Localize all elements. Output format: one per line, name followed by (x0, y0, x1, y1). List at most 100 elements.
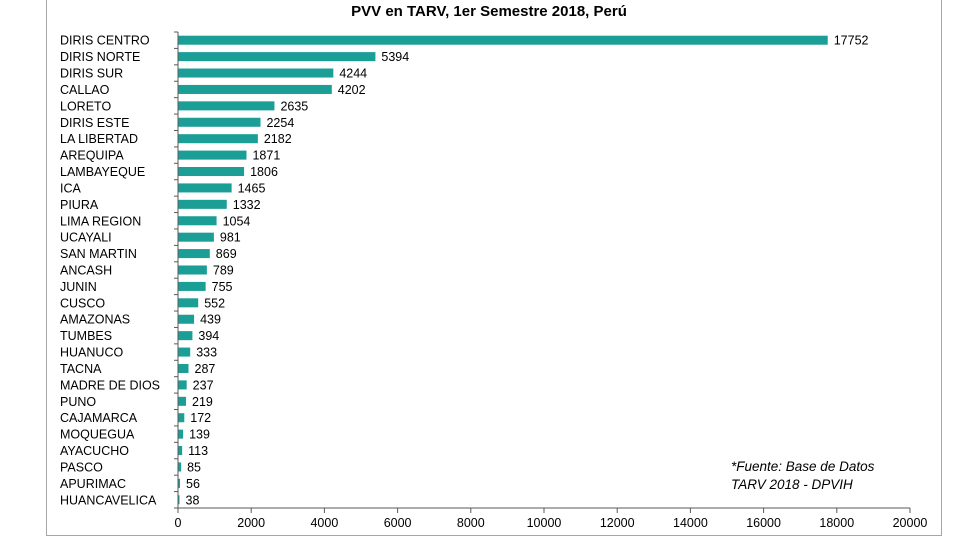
chart-frame (46, 0, 942, 536)
value-label-amazonas: 439 (200, 313, 221, 327)
value-label-moquegua: 139 (189, 428, 210, 442)
category-label-lima-region: LIMA REGION (60, 214, 141, 228)
bar-moquegua (178, 429, 184, 439)
category-label-lambayeque: LAMBAYEQUE (60, 165, 145, 179)
bar-huanuco (178, 347, 191, 357)
category-label-apurimac: APURIMAC (60, 477, 126, 491)
value-label-pasco: 85 (187, 460, 201, 474)
category-label-diris-este: DIRIS ESTE (60, 116, 129, 130)
category-label-pasco: PASCO (60, 460, 103, 474)
category-label-la-libertad: LA LIBERTAD (60, 132, 138, 146)
bar-pasco (178, 462, 182, 472)
category-label-arequipa: AREQUIPA (60, 149, 124, 163)
value-label-ayacucho: 113 (188, 444, 208, 458)
bar-ancash (178, 265, 207, 275)
value-label-loreto: 2635 (280, 99, 308, 113)
value-label-ancash: 789 (213, 264, 234, 278)
category-label-amazonas: AMAZONAS (60, 313, 130, 327)
category-label-diris-sur: DIRIS SUR (60, 67, 123, 81)
category-label-ayacucho: AYACUCHO (60, 444, 129, 458)
category-label-madre-de-dios: MADRE DE DIOS (60, 378, 160, 392)
bar-arequipa (178, 150, 247, 160)
value-label-junin: 755 (212, 280, 233, 294)
value-label-callao: 4202 (338, 83, 366, 97)
bars-layer: DIRIS CENTRO 17752 DIRIS NORTE 5394 DIRIS SU… (60, 34, 869, 508)
category-label-diris-norte: DIRIS NORTE (60, 50, 140, 64)
category-label-tumbes: TUMBES (60, 329, 112, 343)
bar-huancavelica (178, 495, 180, 505)
category-label-tacna: TACNA (60, 362, 102, 376)
category-label-huancavelica: HUANCAVELICA (60, 493, 157, 507)
bar-apurimac (178, 478, 181, 488)
category-label-moquegua: MOQUEGUA (60, 428, 135, 442)
x-tick-label-20000: 20000 (893, 516, 928, 530)
value-label-la-libertad: 2182 (264, 132, 292, 146)
value-label-cusco: 552 (204, 296, 225, 310)
value-label-tumbes: 394 (198, 329, 219, 343)
bar-puno (178, 396, 187, 406)
bar-amazonas (178, 314, 195, 324)
bar-junin (178, 281, 206, 291)
bar-tumbes (178, 331, 193, 341)
bar-ica (178, 183, 232, 193)
category-label-junin: JUNIN (60, 280, 97, 294)
bar-loreto (178, 101, 275, 111)
value-label-diris-este: 2254 (266, 116, 294, 130)
value-label-apurimac: 56 (186, 477, 200, 491)
category-label-diris-centro: DIRIS CENTRO (60, 34, 150, 48)
category-label-ancash: ANCASH (60, 264, 112, 278)
category-label-huanuco: HUANUCO (60, 346, 123, 360)
bar-ucayali (178, 232, 214, 242)
value-label-madre-de-dios: 237 (193, 378, 214, 392)
value-label-puno: 219 (192, 395, 213, 409)
category-label-cajamarca: CAJAMARCA (60, 411, 138, 425)
x-tick-label-10000: 10000 (527, 516, 562, 530)
value-label-tacna: 287 (195, 362, 216, 376)
value-label-ucayali: 981 (220, 231, 241, 245)
bar-diris-norte (178, 52, 376, 62)
source-note: *Fuente: Base de Datos TARV 2018 - DPVIH (731, 458, 931, 494)
bar-tacna (178, 363, 189, 373)
category-label-ica: ICA (60, 181, 82, 195)
x-tick-label-8000: 8000 (457, 516, 485, 530)
bar-piura (178, 199, 227, 209)
category-label-ucayali: UCAYALI (60, 231, 112, 245)
category-label-san-martin: SAN MARTIN (60, 247, 137, 261)
value-label-ica: 1465 (238, 181, 266, 195)
x-tick-label-14000: 14000 (673, 516, 708, 530)
x-tick-label-12000: 12000 (600, 516, 635, 530)
value-label-lima-region: 1054 (223, 214, 251, 228)
bar-callao (178, 84, 332, 94)
value-label-arequipa: 1871 (252, 149, 280, 163)
bar-cusco (178, 298, 199, 308)
x-tick-label-16000: 16000 (746, 516, 781, 530)
x-tick-label-6000: 6000 (384, 516, 412, 530)
category-label-cusco: CUSCO (60, 296, 105, 310)
x-tick-label-0: 0 (175, 516, 182, 530)
value-label-lambayeque: 1806 (250, 165, 278, 179)
bar-madre-de-dios (178, 380, 187, 390)
bar-cajamarca (178, 413, 185, 423)
category-label-loreto: LORETO (60, 99, 111, 113)
value-label-diris-sur: 4244 (339, 67, 367, 81)
x-tick-label-4000: 4000 (310, 516, 338, 530)
x-tick-label-2000: 2000 (237, 516, 265, 530)
source-note-line-1: *Fuente: Base de Datos (731, 459, 875, 474)
value-label-huanuco: 333 (196, 346, 217, 360)
bar-lambayeque (178, 167, 245, 177)
category-label-puno: PUNO (60, 395, 96, 409)
source-note-line-2: TARV 2018 - DPVIH (731, 477, 853, 492)
value-label-diris-centro: 17752 (834, 34, 869, 48)
bar-la-libertad (178, 134, 258, 144)
value-label-cajamarca: 172 (190, 411, 211, 425)
value-label-diris-norte: 5394 (381, 50, 409, 64)
category-label-piura: PIURA (60, 198, 99, 212)
category-label-callao: CALLAO (60, 83, 110, 97)
bar-ayacucho (178, 446, 183, 456)
chart-title: PVV en TARV, 1er Semestre 2018, Perú (351, 3, 627, 20)
value-label-san-martin: 869 (216, 247, 237, 261)
x-tick-label-18000: 18000 (819, 516, 854, 530)
value-label-huancavelica: 38 (186, 493, 200, 507)
bar-diris-sur (178, 68, 334, 78)
